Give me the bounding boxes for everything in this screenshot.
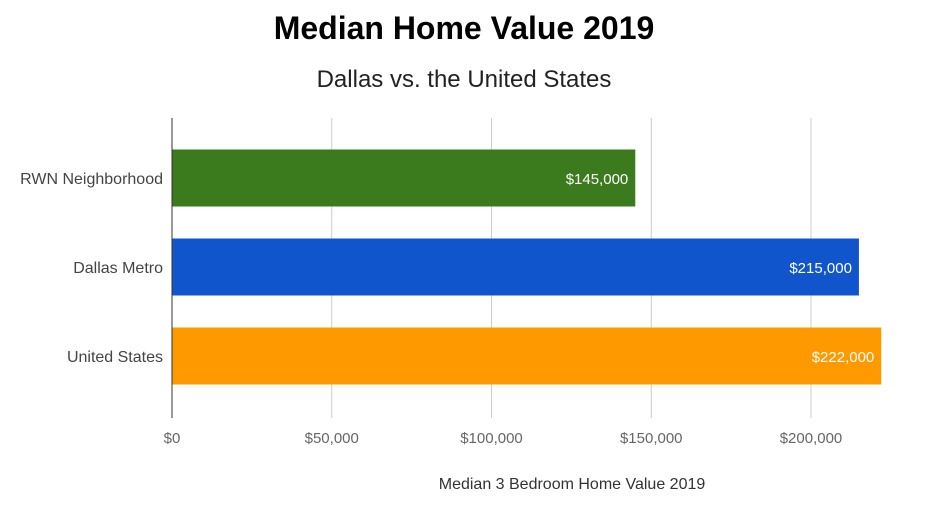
x-tick-labels: $0 $50,000 $100,000 $150,000 $200,000: [164, 430, 843, 447]
category-label: Dallas Metro: [73, 260, 163, 277]
chart-subtitle: Dallas vs. the United States: [316, 66, 612, 93]
category-labels: RWN Neighborhood Dallas Metro United State…: [20, 171, 163, 366]
x-tick-label: $150,000: [620, 430, 683, 447]
data-label: $145,000: [566, 171, 629, 188]
x-tick-label: $200,000: [780, 430, 843, 447]
bar: [172, 327, 882, 385]
bar: [172, 238, 859, 296]
bar: [172, 149, 636, 207]
bars: $145,000 $215,000 $222,000: [172, 149, 882, 385]
data-label: $215,000: [789, 260, 852, 277]
x-tick-label: $0: [164, 430, 181, 447]
category-label: United States: [67, 349, 163, 366]
x-axis-label: Median 3 Bedroom Home Value 2019: [439, 476, 706, 493]
data-label: $222,000: [812, 349, 875, 366]
x-tick-label: $100,000: [460, 430, 523, 447]
category-label: RWN Neighborhood: [20, 171, 163, 188]
chart-title: Median Home Value 2019: [273, 10, 655, 46]
x-tick-label: $50,000: [305, 430, 359, 447]
